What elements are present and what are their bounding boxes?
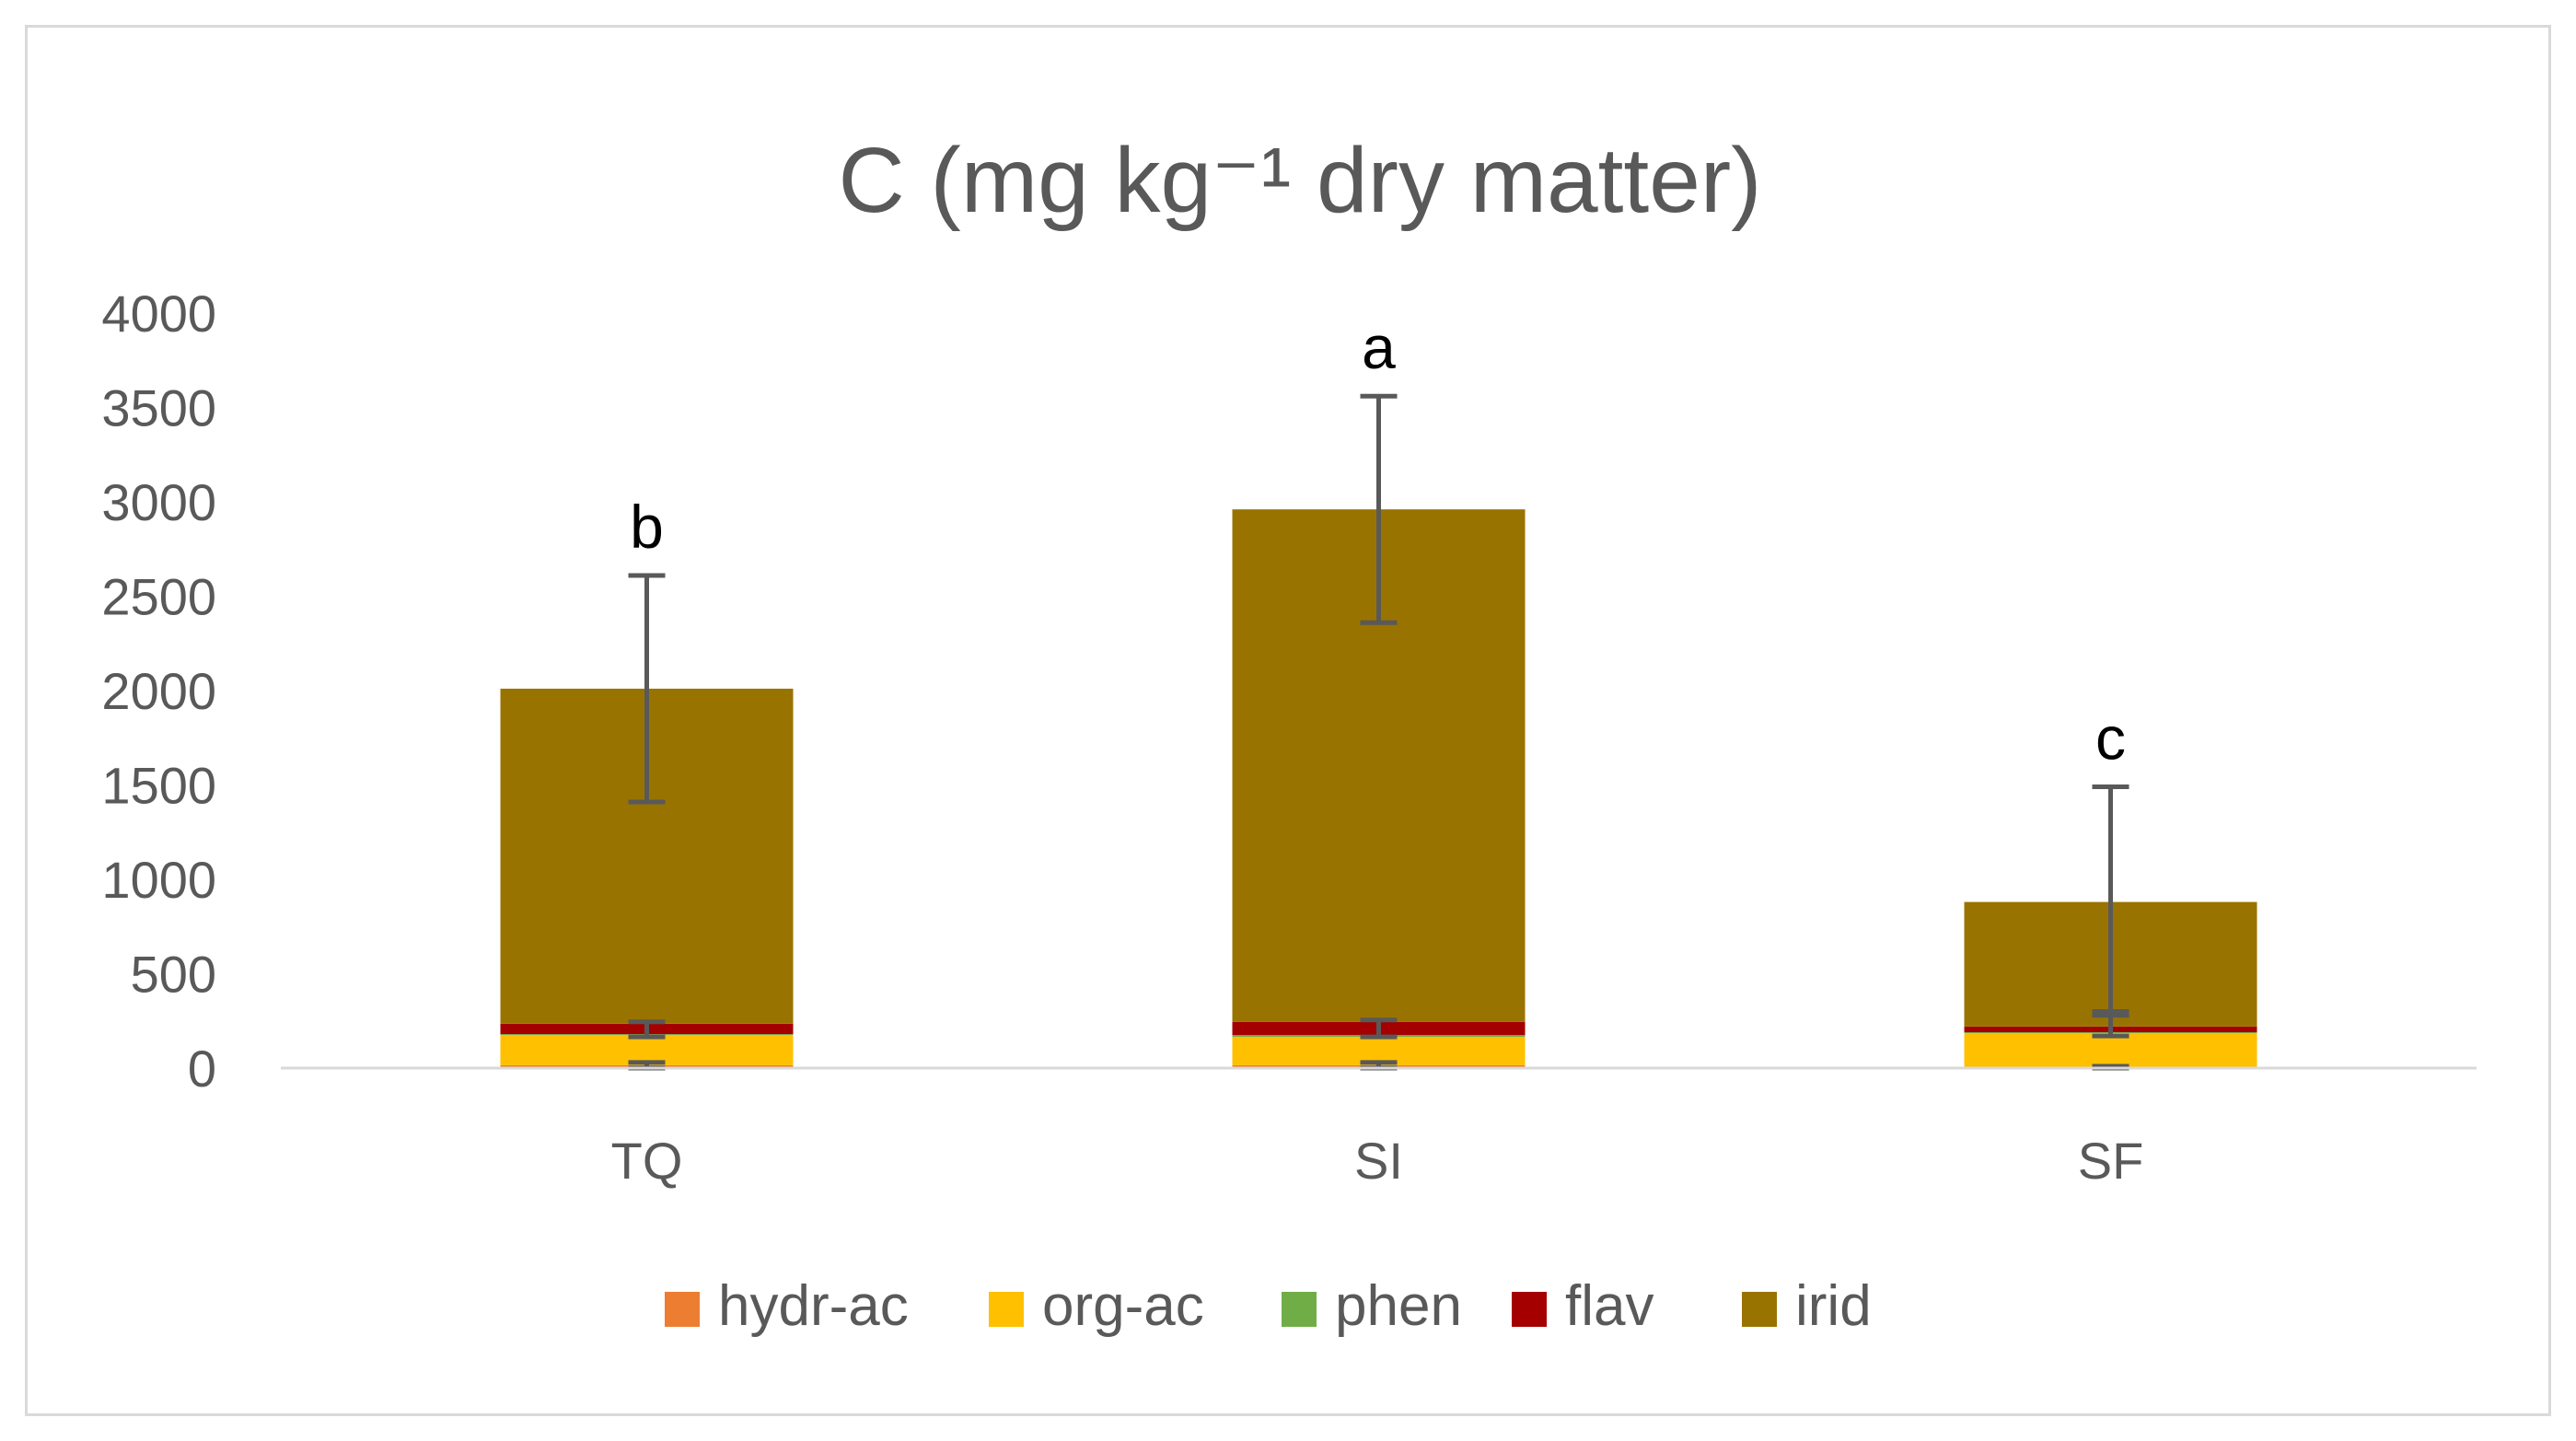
x-axis-labels: TQ SI SF	[611, 1132, 2144, 1190]
legend-swatch-flav	[1512, 1292, 1547, 1327]
y-tick-label: 3500	[101, 379, 216, 437]
y-tick-label: 1000	[101, 851, 216, 909]
y-axis: 0 500 1000 1500 2000 2500 3000 3500 4000	[101, 285, 216, 1098]
legend-label-flav: flav	[1565, 1274, 1654, 1338]
significance-letter-si: a	[1362, 313, 1396, 381]
legend-item-phen: phen	[1282, 1274, 1462, 1338]
x-tick-label-si: SI	[1354, 1132, 1403, 1190]
legend-label-org-ac: org-ac	[1042, 1274, 1204, 1338]
y-tick-label: 2500	[101, 568, 216, 626]
legend-swatch-org-ac	[989, 1292, 1024, 1327]
error-bar-flav-tq	[628, 1019, 666, 1040]
significance-letter-tq: b	[630, 493, 664, 561]
error-bar-irid-tq	[628, 573, 666, 805]
legend-item-flav: flav	[1512, 1274, 1654, 1338]
chart-frame: C (mg kg⁻¹ dry matter) 0 500 1000 1500 2000 2…	[25, 25, 2551, 1416]
y-tick-label: 0	[188, 1040, 216, 1098]
legend: hydr-ac org-ac phen flav irid	[665, 1274, 1872, 1338]
error-bar-irid-si	[1360, 393, 1398, 625]
y-tick-label: 4000	[101, 285, 216, 343]
legend-swatch-hydr-ac	[665, 1292, 700, 1327]
legend-label-hydr-ac: hydr-ac	[718, 1274, 909, 1338]
bar-org-ac-sf	[1964, 1033, 2257, 1067]
significance-letter-sf: c	[2095, 704, 2126, 773]
x-tick-label-sf: SF	[2078, 1132, 2144, 1190]
significance-labels: b a c	[630, 313, 2126, 772]
error-bar-flav-sf	[2092, 1013, 2129, 1039]
legend-swatch-irid	[1742, 1292, 1777, 1327]
legend-label-irid: irid	[1795, 1274, 1872, 1338]
chart-title: C (mg kg⁻¹ dry matter)	[839, 129, 1762, 232]
legend-item-hydr-ac: hydr-ac	[665, 1274, 909, 1338]
x-tick-label-tq: TQ	[611, 1132, 683, 1190]
error-bars	[628, 393, 2129, 1071]
y-tick-label: 3000	[101, 473, 216, 531]
legend-item-irid: irid	[1742, 1274, 1872, 1338]
y-tick-label: 500	[131, 946, 216, 1004]
y-tick-label: 2000	[101, 662, 216, 720]
error-bar-irid-sf	[2092, 784, 2129, 1014]
error-bar-flav-si	[1360, 1017, 1398, 1040]
stacked-bar-chart: C (mg kg⁻¹ dry matter) 0 500 1000 1500 2000 2…	[101, 129, 2477, 1338]
legend-label-phen: phen	[1335, 1274, 1462, 1338]
y-tick-label: 1500	[101, 757, 216, 815]
legend-swatch-phen	[1282, 1292, 1317, 1327]
legend-item-org-ac: org-ac	[989, 1274, 1204, 1338]
